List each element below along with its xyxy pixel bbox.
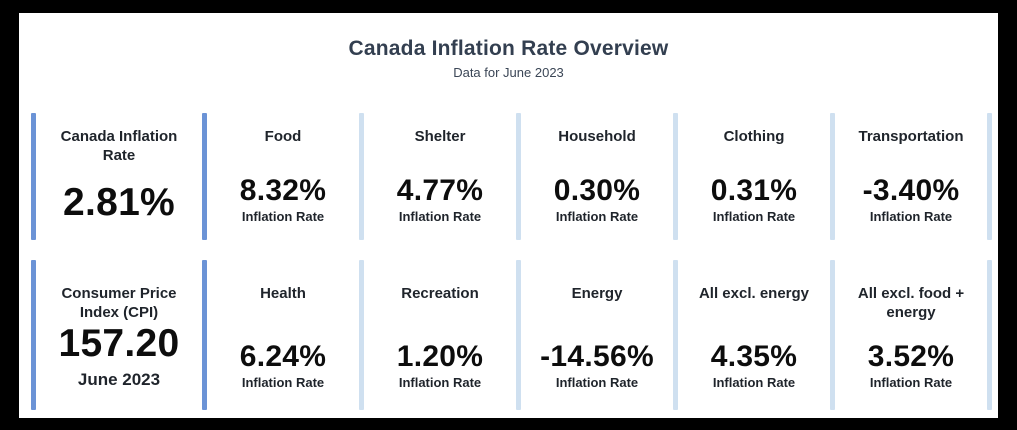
card-label: Inflation Rate <box>241 209 325 224</box>
kpi-card-canada-inflation-rate: Canada Inflation Rate 2.81% <box>36 113 202 240</box>
card-value: 4.77% <box>396 173 484 207</box>
card-header: Consumer Price Index (CPI) <box>61 285 177 321</box>
card-header: Health <box>260 285 306 302</box>
accent-bar-dark <box>31 260 36 410</box>
card-value: 6.24% <box>239 339 327 373</box>
accent-bar-light <box>516 260 521 410</box>
card-header: Shelter <box>414 128 466 145</box>
card-value: -3.40% <box>862 173 960 207</box>
card-value: 157.20 <box>58 322 180 366</box>
card-label: Inflation Rate <box>241 375 325 390</box>
card-header: Canada Inflation Rate <box>60 128 178 164</box>
card-header: All excl. food + energy <box>857 285 965 321</box>
dashboard-header: Canada Inflation Rate Overview Data for … <box>19 13 998 113</box>
accent-bar-light <box>830 260 835 410</box>
card-header: Transportation <box>858 128 964 145</box>
accent-bar-light <box>673 113 678 240</box>
kpi-grid: Canada Inflation Rate 2.81% Food 8.32% I… <box>19 113 998 410</box>
kpi-card-energy: Energy -14.56% Inflation Rate <box>521 260 673 410</box>
accent-bar-light <box>673 260 678 410</box>
card-header: All excl. energy <box>698 285 810 302</box>
dashboard-canvas: Canada Inflation Rate Overview Data for … <box>19 13 998 418</box>
card-header: Food <box>264 128 302 145</box>
card-value: 0.31% <box>710 173 798 207</box>
accent-bar-dark <box>202 260 207 410</box>
card-header: Household <box>558 128 636 145</box>
card-header: Clothing <box>723 128 785 145</box>
card-label: Inflation Rate <box>398 375 482 390</box>
kpi-card-health: Health 6.24% Inflation Rate <box>207 260 359 410</box>
card-value: 3.52% <box>867 339 955 373</box>
kpi-card-transportation: Transportation -3.40% Inflation Rate <box>835 113 987 240</box>
card-value: 0.30% <box>553 173 641 207</box>
kpi-card-clothing: Clothing 0.31% Inflation Rate <box>678 113 830 240</box>
kpi-card-household: Household 0.30% Inflation Rate <box>521 113 673 240</box>
accent-bar-light <box>359 113 364 240</box>
card-label: Inflation Rate <box>555 209 639 224</box>
accent-bar-dark <box>202 113 207 240</box>
kpi-card-all-excl-energy: All excl. energy 4.35% Inflation Rate <box>678 260 830 410</box>
kpi-row-bottom: Consumer Price Index (CPI) 157.20 June 2… <box>31 260 992 410</box>
card-label: Inflation Rate <box>712 375 796 390</box>
card-label: Inflation Rate <box>869 375 953 390</box>
card-label: June 2023 <box>77 370 161 389</box>
card-label: Inflation Rate <box>398 209 482 224</box>
card-label: Inflation Rate <box>869 209 953 224</box>
accent-bar-dark <box>31 113 36 240</box>
kpi-card-food: Food 8.32% Inflation Rate <box>207 113 359 240</box>
accent-bar-light <box>830 113 835 240</box>
row-gap <box>31 240 992 260</box>
card-value: 8.32% <box>239 173 327 207</box>
kpi-card-all-excl-food-energy: All excl. food + energy 3.52% Inflation … <box>835 260 987 410</box>
kpi-card-recreation: Recreation 1.20% Inflation Rate <box>364 260 516 410</box>
kpi-row-top: Canada Inflation Rate 2.81% Food 8.32% I… <box>31 113 992 240</box>
accent-bar-light <box>987 113 992 240</box>
card-label: Inflation Rate <box>712 209 796 224</box>
kpi-card-cpi: Consumer Price Index (CPI) 157.20 June 2… <box>36 260 202 410</box>
page-title: Canada Inflation Rate Overview <box>348 37 669 60</box>
kpi-card-shelter: Shelter 4.77% Inflation Rate <box>364 113 516 240</box>
accent-bar-light <box>987 260 992 410</box>
card-value: 2.81% <box>62 181 176 225</box>
page-subtitle: Data for June 2023 <box>453 65 564 80</box>
card-value: -14.56% <box>540 339 654 373</box>
card-header: Recreation <box>401 285 479 302</box>
card-value: 1.20% <box>396 339 484 373</box>
card-header: Energy <box>571 285 623 302</box>
card-label: Inflation Rate <box>555 375 639 390</box>
card-value: 4.35% <box>710 339 798 373</box>
accent-bar-light <box>359 260 364 410</box>
accent-bar-light <box>516 113 521 240</box>
